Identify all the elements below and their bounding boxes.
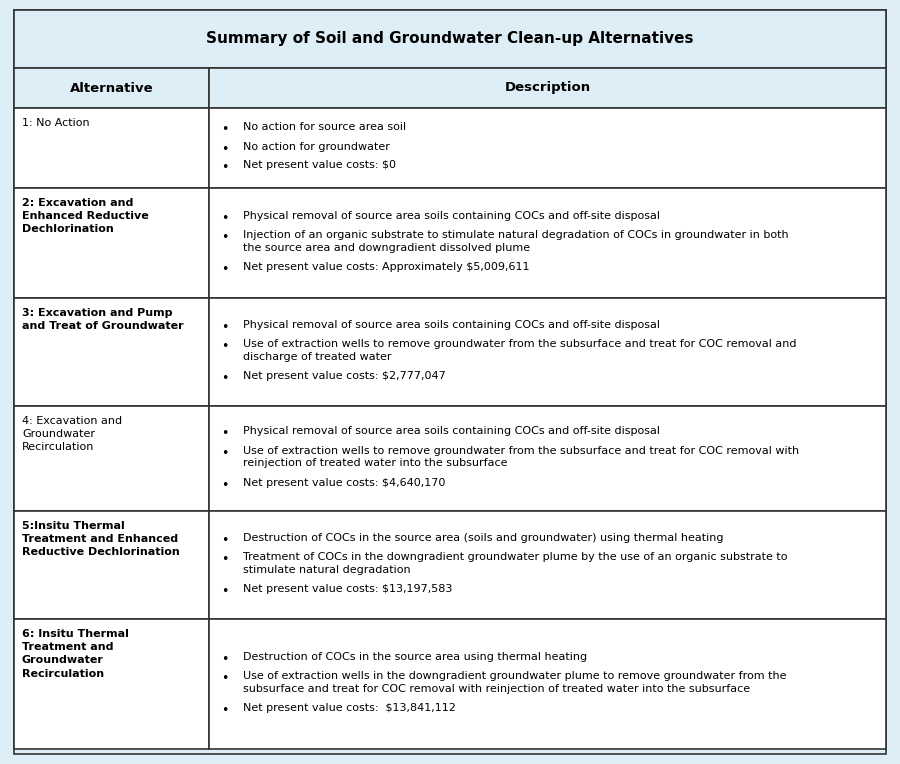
Text: 2: Excavation and
Enhanced Reductive
Dechlorination: 2: Excavation and Enhanced Reductive Dec… (22, 198, 148, 235)
Bar (14, 10, 886, 68)
Bar (209, 68, 886, 108)
Bar (209, 188, 886, 298)
Text: Net present value costs: Approximately $5,009,611: Net present value costs: Approximately $… (243, 262, 529, 272)
Text: Net present value costs: $2,777,047: Net present value costs: $2,777,047 (243, 371, 446, 381)
Bar (209, 108, 886, 188)
Text: •: • (221, 446, 229, 459)
Text: •: • (221, 672, 229, 685)
Text: •: • (221, 321, 229, 334)
Text: •: • (221, 478, 229, 491)
Text: •: • (221, 585, 229, 598)
Text: Destruction of COCs in the source area using thermal heating: Destruction of COCs in the source area u… (243, 652, 587, 662)
Bar (209, 619, 886, 749)
Text: 5:Insitu Thermal
Treatment and Enhanced
Reductive Dechlorination: 5:Insitu Thermal Treatment and Enhanced … (22, 521, 180, 558)
Text: •: • (221, 653, 229, 666)
Text: Destruction of COCs in the source area (soils and groundwater) using thermal hea: Destruction of COCs in the source area (… (243, 533, 724, 543)
Text: •: • (221, 340, 229, 353)
Text: Net present value costs:  $13,841,112: Net present value costs: $13,841,112 (243, 703, 456, 713)
Text: •: • (221, 161, 229, 174)
Text: •: • (221, 534, 229, 547)
Text: Net present value costs: $13,197,583: Net present value costs: $13,197,583 (243, 584, 453, 594)
Text: No action for source area soil: No action for source area soil (243, 122, 406, 132)
Text: Treatment of COCs in the downgradient groundwater plume by the use of an organic: Treatment of COCs in the downgradient gr… (243, 552, 788, 575)
Text: •: • (221, 704, 229, 717)
Text: 4: Excavation and
Groundwater
Recirculation: 4: Excavation and Groundwater Recirculat… (22, 416, 122, 452)
Bar (14, 406, 209, 511)
Text: Use of extraction wells in the downgradient groundwater plume to remove groundwa: Use of extraction wells in the downgradi… (243, 671, 787, 694)
Text: 6: Insitu Thermal
Treatment and
Groundwater
Recirculation: 6: Insitu Thermal Treatment and Groundwa… (22, 629, 129, 678)
Text: •: • (221, 263, 229, 276)
Text: Physical removal of source area soils containing COCs and off-site disposal: Physical removal of source area soils co… (243, 320, 660, 330)
Bar (209, 406, 886, 511)
Text: Net present value costs: $4,640,170: Net present value costs: $4,640,170 (243, 478, 446, 487)
Text: No action for groundwater: No action for groundwater (243, 141, 390, 151)
Text: •: • (221, 143, 229, 156)
Text: •: • (221, 124, 229, 137)
Text: Summary of Soil and Groundwater Clean-up Alternatives: Summary of Soil and Groundwater Clean-up… (206, 31, 694, 47)
Bar (209, 511, 886, 619)
Bar (14, 188, 209, 298)
Text: Alternative: Alternative (69, 82, 153, 95)
Text: •: • (221, 553, 229, 566)
Text: Injection of an organic substrate to stimulate natural degradation of COCs in gr: Injection of an organic substrate to sti… (243, 230, 788, 253)
Text: •: • (221, 231, 229, 244)
Text: 3: Excavation and Pump
and Treat of Groundwater: 3: Excavation and Pump and Treat of Grou… (22, 308, 184, 332)
Text: •: • (221, 428, 229, 441)
Text: •: • (221, 212, 229, 225)
Text: 1: No Action: 1: No Action (22, 118, 90, 128)
Text: Use of extraction wells to remove groundwater from the subsurface and treat for : Use of extraction wells to remove ground… (243, 339, 796, 362)
Bar (209, 298, 886, 406)
Text: Physical removal of source area soils containing COCs and off-site disposal: Physical removal of source area soils co… (243, 211, 660, 221)
Text: Description: Description (504, 82, 590, 95)
Text: Net present value costs: $0: Net present value costs: $0 (243, 160, 396, 170)
Text: •: • (221, 372, 229, 385)
Bar (14, 108, 209, 188)
Text: Use of extraction wells to remove groundwater from the subsurface and treat for : Use of extraction wells to remove ground… (243, 445, 799, 468)
Bar (14, 619, 209, 749)
Bar (14, 511, 209, 619)
Bar (14, 68, 209, 108)
Bar (14, 298, 209, 406)
Text: Physical removal of source area soils containing COCs and off-site disposal: Physical removal of source area soils co… (243, 426, 660, 436)
